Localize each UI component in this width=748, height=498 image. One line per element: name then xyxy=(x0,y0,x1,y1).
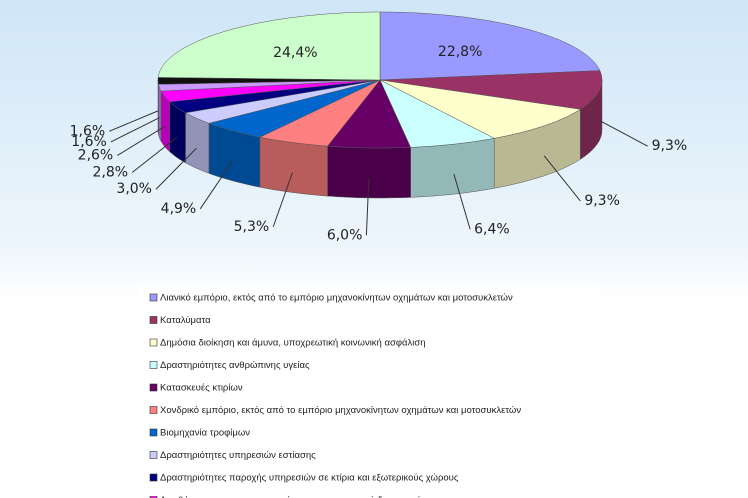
legend-label: Δραστηριότητες ανθρώπινης υγείας xyxy=(160,360,310,371)
leader-line xyxy=(199,160,234,210)
slice xyxy=(379,11,601,81)
legend-label: Καταλύματα xyxy=(160,315,211,326)
legend-swatch xyxy=(149,383,158,392)
slice-side xyxy=(410,138,495,198)
slice-side xyxy=(158,84,162,142)
legend-swatch xyxy=(149,428,158,437)
slice xyxy=(327,79,411,149)
legend-swatch xyxy=(149,361,158,369)
leader-line xyxy=(155,147,197,190)
slice xyxy=(169,79,381,114)
slice xyxy=(379,79,495,148)
legend-swatch xyxy=(149,496,158,498)
leader-line xyxy=(272,172,293,228)
legend-label: Δημόσια διοίκηση και άμυνα, υποχρεωτική … xyxy=(160,338,426,349)
legend-swatch xyxy=(149,293,158,302)
leader-line xyxy=(599,119,648,147)
leader-line xyxy=(365,177,370,236)
leader-line xyxy=(110,117,160,143)
value-label: 1,6% xyxy=(70,123,106,139)
legend-label: Δραστηριότητες υπηρεσιών εστίασης xyxy=(160,450,316,461)
legend-swatch xyxy=(149,338,158,347)
slice-side xyxy=(259,136,328,197)
value-label: 3,0% xyxy=(116,181,152,197)
legend-swatch xyxy=(149,316,158,324)
legend-label: Λιανικό εμπόριο, εκτός από το εμπόριο μη… xyxy=(160,293,513,304)
legend-label: Χονδρικό εμπόριο, εκτός από το εμπόριο μ… xyxy=(160,405,521,416)
leader-line xyxy=(108,110,159,132)
leader-line xyxy=(131,137,178,173)
slice xyxy=(208,79,381,138)
value-label: 2,8% xyxy=(93,164,129,180)
slice xyxy=(379,70,603,110)
leader-line xyxy=(116,126,165,156)
value-label: 9,3% xyxy=(652,138,688,154)
legend-swatch xyxy=(149,451,158,459)
leader-line xyxy=(453,173,471,230)
slice xyxy=(157,11,381,81)
value-label: 4,9% xyxy=(161,201,197,217)
value-label: 1,6% xyxy=(71,134,107,150)
legend-swatch xyxy=(149,406,158,414)
slice xyxy=(379,79,582,139)
legend-swatch xyxy=(149,473,158,482)
slice xyxy=(259,79,381,147)
value-label: 22,8% xyxy=(438,44,482,60)
value-label: 9,3% xyxy=(584,193,620,209)
legend-box xyxy=(140,285,600,498)
slice-side xyxy=(327,145,411,199)
legend-label: Κατασκευές κτιρίων xyxy=(160,383,243,394)
legend-label: Βιομηχανία τροφίμων xyxy=(160,428,250,439)
slice xyxy=(160,79,381,103)
value-label: 5,3% xyxy=(234,219,270,235)
leader-line xyxy=(543,155,581,202)
legend-label: Αποθήκευση και υποστηρικτικές προς τη με… xyxy=(160,495,443,498)
value-label: 6,0% xyxy=(327,227,363,243)
slice xyxy=(184,79,381,124)
value-label: 2,6% xyxy=(78,148,114,164)
legend-label: Δραστηριότητες παροχής υπηρεσιών σε κτίρ… xyxy=(160,473,459,484)
value-label: 6,4% xyxy=(474,221,510,237)
value-label: 24,4% xyxy=(273,45,317,61)
